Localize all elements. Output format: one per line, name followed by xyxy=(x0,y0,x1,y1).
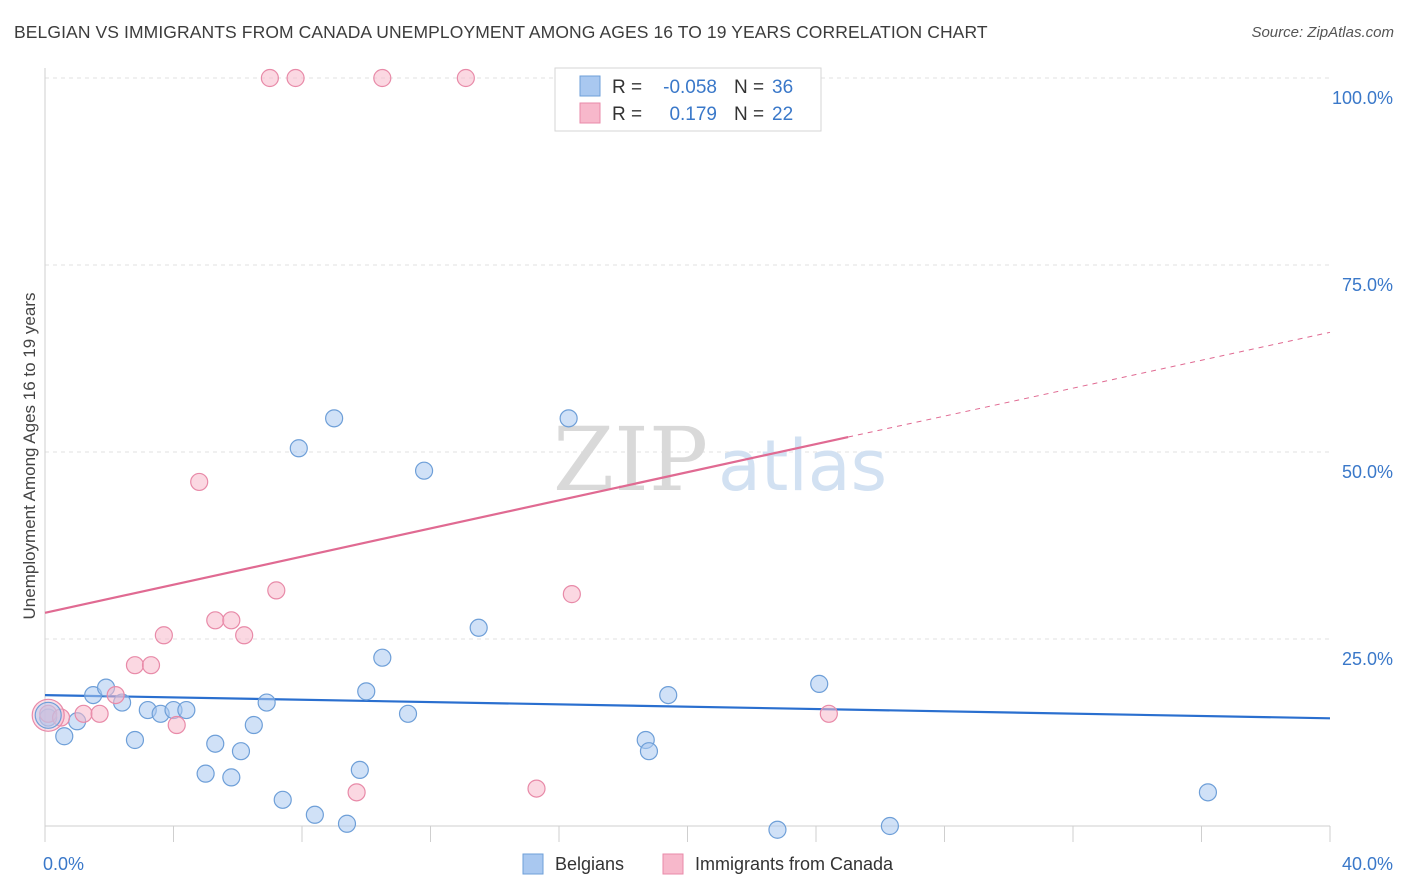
point-belgians xyxy=(273,790,292,809)
point-belgians xyxy=(559,409,578,428)
point-belgians xyxy=(1198,783,1218,802)
legend-r-value-belgians: -0.058 xyxy=(663,77,717,98)
point-canada xyxy=(167,715,186,735)
point-canada xyxy=(819,704,838,723)
point-belgians xyxy=(222,768,241,787)
point-canada xyxy=(74,704,93,723)
chart-source: Source: ZipAtlas.com xyxy=(1251,24,1394,41)
point-belgians xyxy=(305,805,324,824)
tick-labels: 100.0% 75.0% 50.0% 25.0% 0.0% 40.0% xyxy=(43,88,1393,874)
x-tick-label: 0.0% xyxy=(43,854,84,874)
point-belgians xyxy=(469,618,488,637)
point-belgians xyxy=(325,409,344,428)
bottom-legend-canada: Immigrants from Canada xyxy=(695,854,894,874)
point-canada xyxy=(260,68,279,88)
point-belgians xyxy=(125,730,145,750)
point-canada xyxy=(286,68,305,88)
point-canada xyxy=(31,698,65,732)
point-canada xyxy=(456,68,475,88)
point-canada xyxy=(141,656,161,675)
legend-swatch-belgians xyxy=(579,75,601,97)
point-canada xyxy=(373,68,392,88)
bottom-legend: Belgians Immigrants from Canada xyxy=(522,853,894,875)
point-canada xyxy=(106,685,125,705)
trend-lines xyxy=(44,331,1331,720)
legend-r-label: R = xyxy=(612,104,642,125)
y-axis-label: Unemployment Among Ages 16 to 19 years xyxy=(20,293,39,620)
point-belgians xyxy=(639,742,659,761)
point-belgians xyxy=(257,693,276,712)
y-tick-label: 75.0% xyxy=(1342,275,1393,295)
point-canada xyxy=(125,656,145,675)
x-tick-label: 40.0% xyxy=(1342,854,1393,874)
watermark-zip: ZIP xyxy=(553,408,708,511)
point-belgians xyxy=(398,704,418,723)
point-belgians xyxy=(206,734,225,753)
correlation-legend: R = -0.058 N = 36 R = 0.179 N = 22 xyxy=(554,67,822,132)
trend-line-belgians xyxy=(44,694,1331,720)
chart-title: BELGIAN VS IMMIGRANTS FROM CANADA UNEMPL… xyxy=(14,22,988,42)
point-belgians xyxy=(350,760,369,780)
legend-n-label: N = xyxy=(734,77,764,98)
point-belgians xyxy=(196,764,215,783)
point-canada xyxy=(562,585,581,604)
point-canada xyxy=(154,626,173,645)
bottom-legend-belgians: Belgians xyxy=(555,854,624,874)
point-canada xyxy=(190,472,209,492)
bottom-legend-swatch-belgians xyxy=(522,853,544,875)
point-canada xyxy=(206,611,225,630)
y-tick-label: 25.0% xyxy=(1342,649,1393,669)
point-belgians xyxy=(244,715,263,735)
watermark-atlas: atlas xyxy=(718,425,887,507)
point-canada xyxy=(235,626,254,645)
point-belgians xyxy=(337,814,357,833)
point-belgians xyxy=(414,461,434,480)
point-belgians xyxy=(289,439,308,458)
point-canada xyxy=(527,779,546,798)
point-canada xyxy=(90,704,109,723)
trend-line-canada xyxy=(44,435,849,614)
point-belgians xyxy=(357,682,376,701)
legend-r-value-canada: 0.179 xyxy=(669,104,717,125)
point-belgians xyxy=(810,674,829,693)
point-belgians xyxy=(55,727,74,746)
point-canada xyxy=(347,783,366,802)
grid-lines xyxy=(45,77,1330,640)
point-belgians xyxy=(177,700,196,720)
y-tick-label: 100.0% xyxy=(1332,88,1393,108)
legend-swatch-canada xyxy=(579,102,601,124)
legend-n-value-canada: 22 xyxy=(772,104,793,125)
point-belgians xyxy=(34,701,62,729)
data-points xyxy=(31,68,1218,839)
y-tick-label: 50.0% xyxy=(1342,462,1393,482)
bottom-legend-swatch-canada xyxy=(662,853,684,875)
legend-n-label: N = xyxy=(734,104,764,125)
point-canada xyxy=(222,611,241,630)
point-belgians xyxy=(231,742,251,761)
legend-r-label: R = xyxy=(612,77,642,98)
trend-line-canada-extension xyxy=(848,331,1331,438)
point-belgians xyxy=(768,820,787,839)
point-belgians xyxy=(880,816,899,836)
point-canada xyxy=(267,581,286,600)
point-belgians xyxy=(373,648,392,667)
point-belgians xyxy=(659,685,678,705)
legend-n-value-belgians: 36 xyxy=(772,77,793,98)
